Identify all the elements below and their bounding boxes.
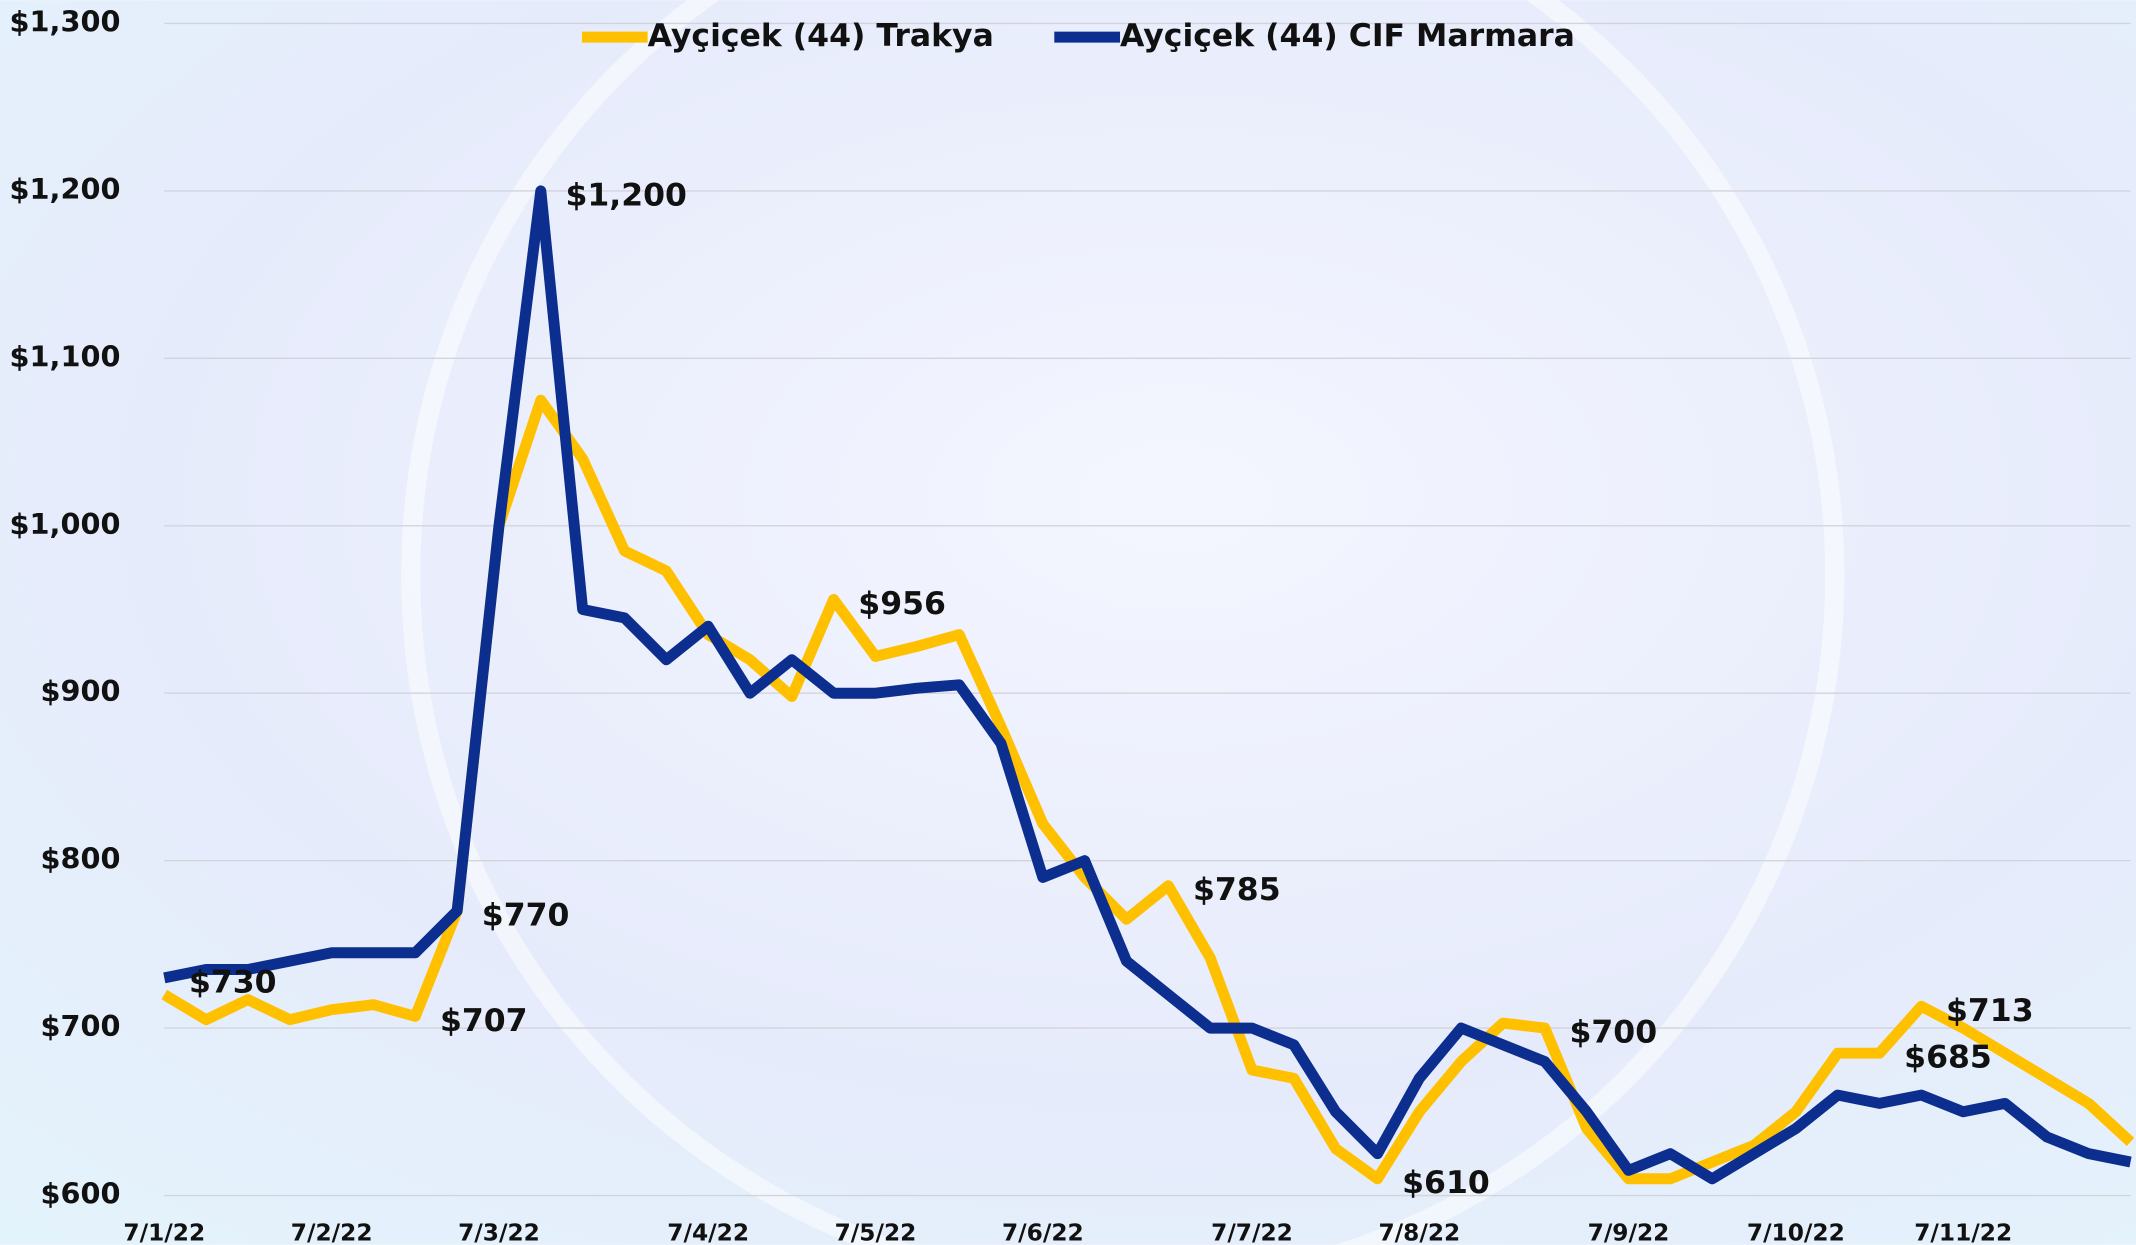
- x-tick-label: 7/3/22: [458, 1219, 540, 1245]
- x-tick-label: 7/11/22: [1914, 1219, 2012, 1245]
- data-label: $730: [189, 964, 277, 1000]
- x-tick-label: 7/10/22: [1747, 1219, 1845, 1245]
- y-tick-label: $600: [40, 1177, 120, 1211]
- y-tick-label: $1,100: [10, 339, 121, 373]
- data-label: $685: [1904, 1040, 1992, 1076]
- data-label: $707: [440, 1003, 528, 1039]
- series-line: [163, 185, 2132, 1185]
- plot-area: $600 $700 $800 $900 $1,000 $1,100 $1,200 $1,300…: [10, 4, 2135, 1245]
- data-label: $785: [1193, 872, 1281, 908]
- data-label: $610: [1402, 1165, 1490, 1201]
- y-tick-label: $1,000: [10, 507, 121, 541]
- legend-label: Ayçiçek (44) CIF Marmara: [1120, 18, 1575, 54]
- legend-label: Ayçiçek (44) Trakya: [648, 18, 994, 54]
- y-tick-label: $1,200: [10, 172, 121, 206]
- y-tick-label: $700: [40, 1009, 120, 1043]
- data-label: $1,200: [565, 177, 687, 213]
- x-tick-label: 7/9/22: [1588, 1219, 1670, 1245]
- x-tick-label: 7/1/22: [123, 1219, 205, 1245]
- y-tick-label: $900: [40, 674, 120, 708]
- decor: [401, 0, 1845, 1245]
- x-tick-label: 7/7/22: [1211, 1219, 1293, 1245]
- data-label: $770: [482, 897, 570, 933]
- x-tick-label: 7/5/22: [835, 1219, 917, 1245]
- x-tick-label: 7/4/22: [667, 1219, 749, 1245]
- data-label: $713: [1946, 993, 2034, 1029]
- data-label: $956: [858, 586, 946, 622]
- x-tick-label: 7/2/22: [291, 1219, 373, 1245]
- y-tick-label: $800: [40, 842, 120, 876]
- data-label: $700: [1569, 1015, 1657, 1051]
- x-tick-label: 7/8/22: [1378, 1219, 1460, 1245]
- y-tick-label: $1,300: [10, 4, 121, 38]
- x-tick-label: 7/6/22: [1002, 1219, 1084, 1245]
